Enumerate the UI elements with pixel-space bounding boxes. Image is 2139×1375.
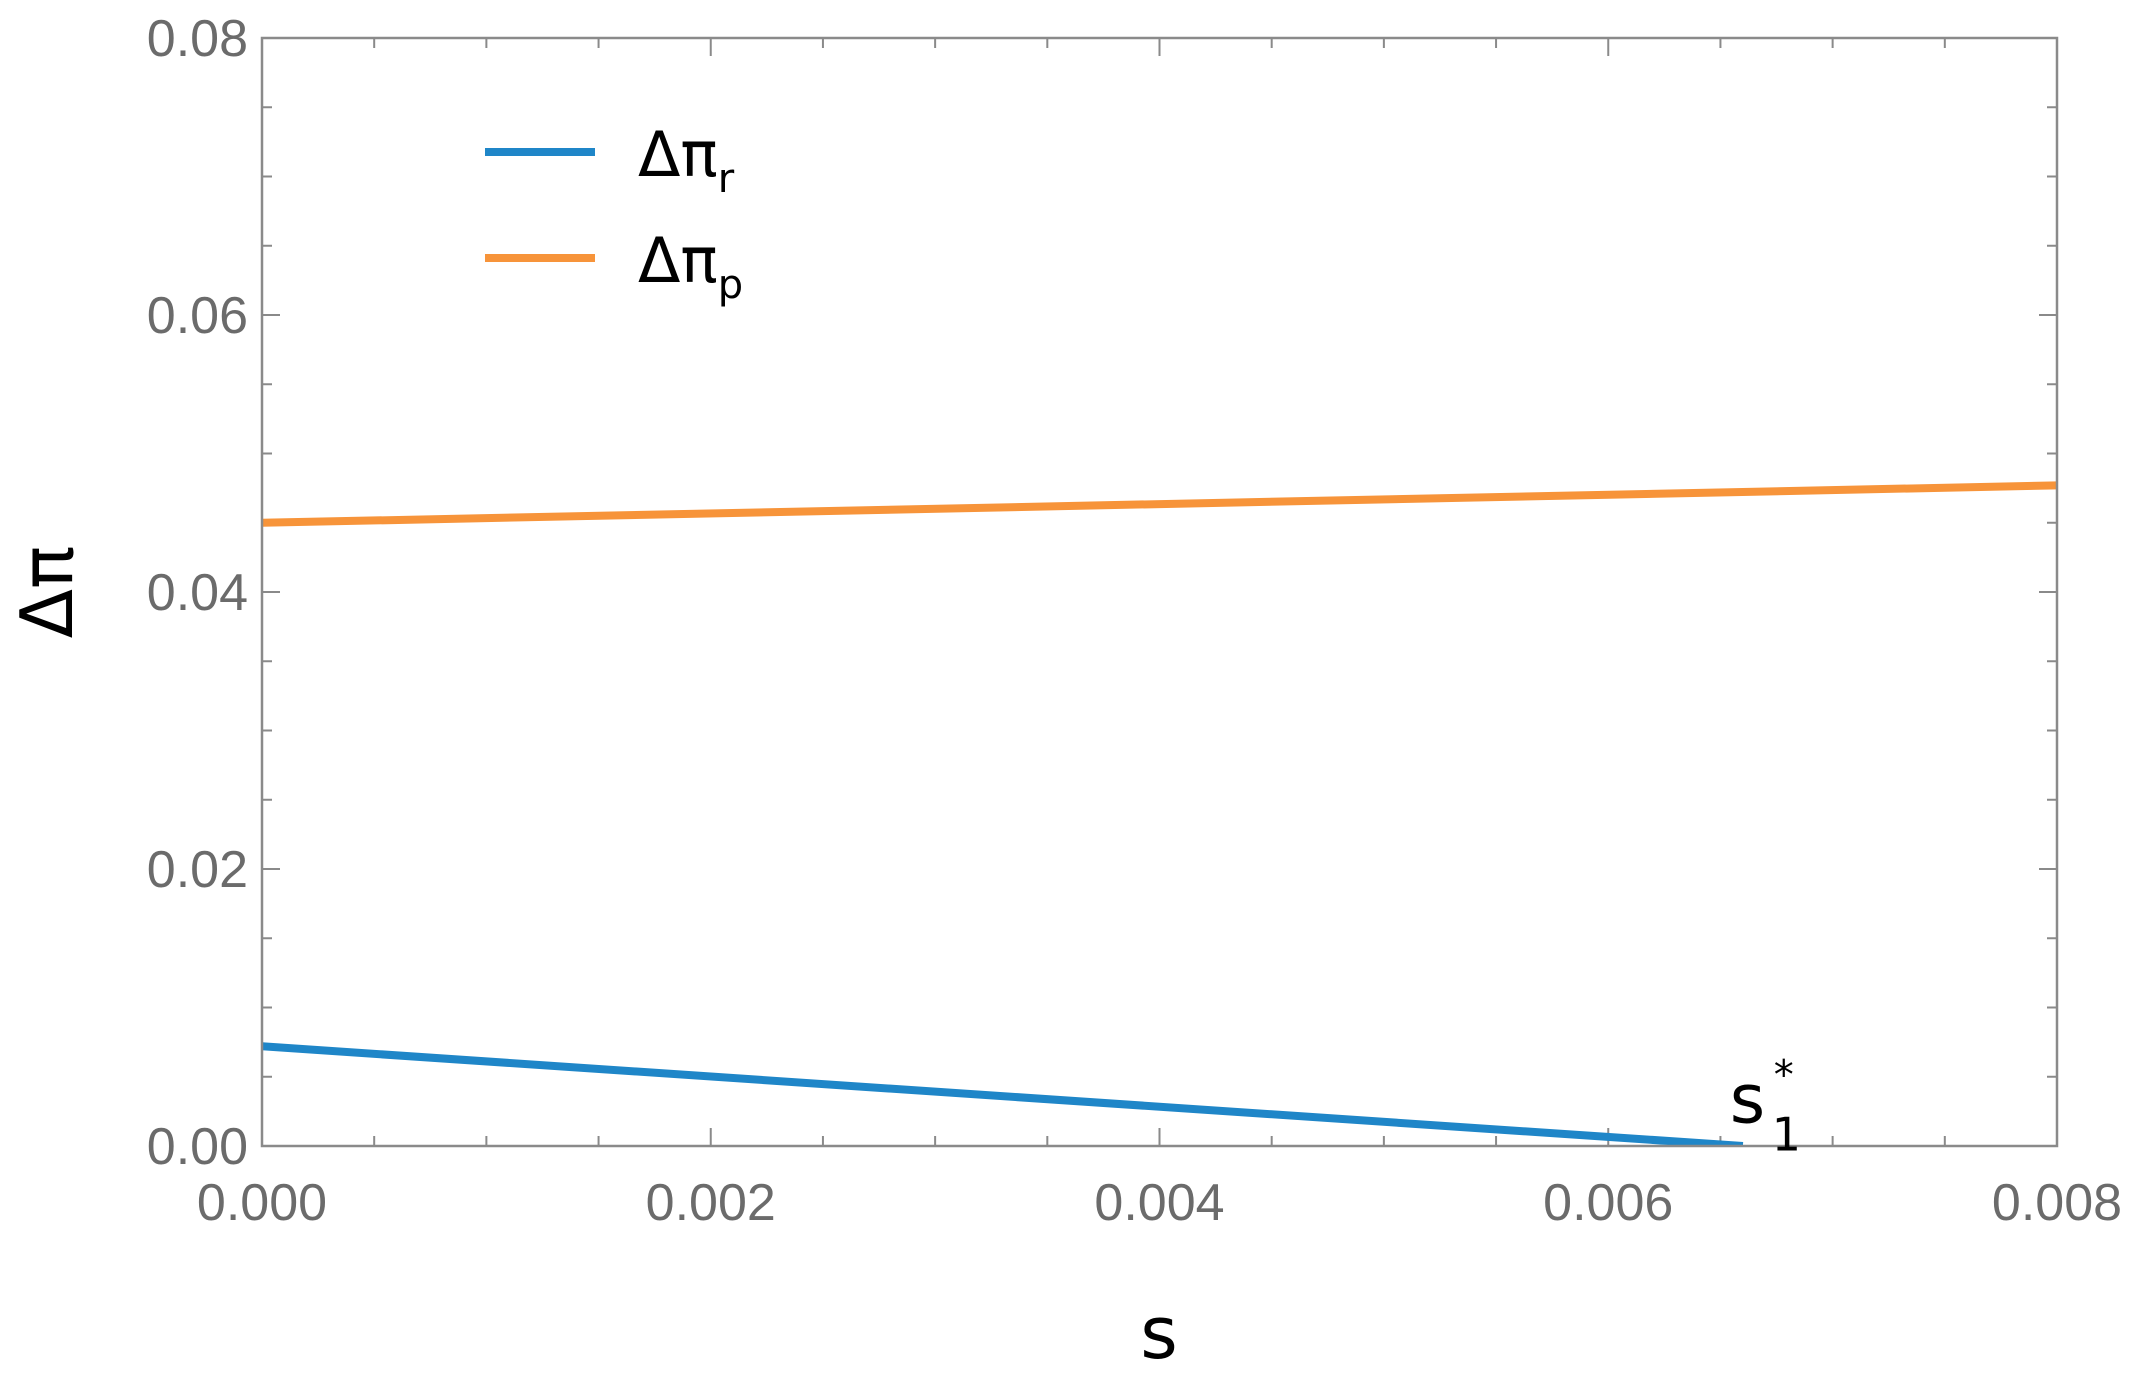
legend-label-subscript: p bbox=[718, 262, 743, 308]
legend-label-r: Δπr bbox=[638, 118, 735, 202]
y-tick-labels: 0.00 0.02 0.04 0.06 0.08 bbox=[147, 10, 248, 1176]
x-axis-title: s bbox=[1140, 1291, 1178, 1375]
x-tick-label: 0.000 bbox=[197, 1174, 327, 1232]
y-tick-label: 0.08 bbox=[147, 10, 248, 68]
y-tick-label: 0.04 bbox=[147, 564, 248, 622]
annotations: s 1 * bbox=[1730, 1052, 1801, 1161]
x-tick-labels: 0.000 0.002 0.004 0.006 0.008 bbox=[197, 1174, 2122, 1232]
y-tick-label: 0.06 bbox=[147, 287, 248, 345]
y-tick-label: 0.00 bbox=[147, 1118, 248, 1176]
legend-label-main: Δπ bbox=[638, 224, 718, 297]
x-tick-label: 0.006 bbox=[1543, 1174, 1673, 1232]
series-line-p bbox=[262, 481, 2057, 527]
x-tick-label: 0.008 bbox=[1992, 1174, 2122, 1232]
series-layer bbox=[262, 481, 2057, 1146]
plot-frame bbox=[260, 36, 2059, 1148]
x-tick-label: 0.004 bbox=[1094, 1174, 1224, 1232]
y-axis-title: Δπ bbox=[5, 546, 89, 639]
legend-label-p: Δπp bbox=[638, 224, 743, 308]
legend-label-main: Δπ bbox=[638, 118, 718, 191]
ticks bbox=[261, 37, 2058, 1147]
x-tick-label: 0.002 bbox=[646, 1174, 776, 1232]
annotation-main: s bbox=[1730, 1060, 1765, 1139]
legend-label-subscript: r bbox=[718, 156, 735, 202]
y-tick-label: 0.02 bbox=[147, 841, 248, 899]
series-line-r bbox=[262, 1042, 1744, 1146]
annotation-label: s bbox=[1730, 1060, 1765, 1139]
annotation-subscript: 1 bbox=[1772, 1107, 1801, 1161]
annotation-superscript: * bbox=[1774, 1052, 1794, 1098]
